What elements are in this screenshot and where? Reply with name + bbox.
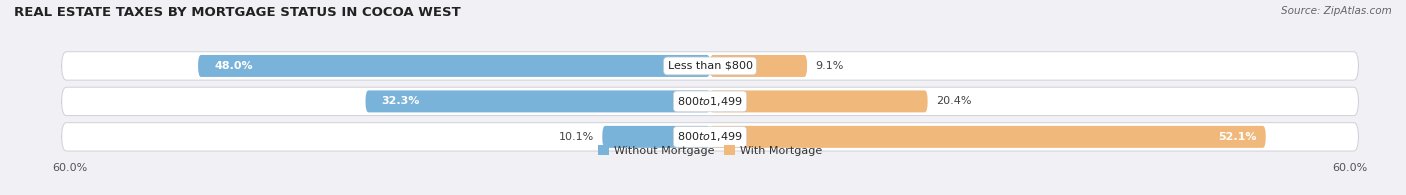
Text: Less than $800: Less than $800: [668, 61, 752, 71]
Text: Source: ZipAtlas.com: Source: ZipAtlas.com: [1281, 6, 1392, 16]
Text: 48.0%: 48.0%: [214, 61, 253, 71]
Text: 20.4%: 20.4%: [936, 96, 972, 106]
Text: $800 to $1,499: $800 to $1,499: [678, 95, 742, 108]
FancyBboxPatch shape: [62, 52, 1358, 80]
Text: REAL ESTATE TAXES BY MORTGAGE STATUS IN COCOA WEST: REAL ESTATE TAXES BY MORTGAGE STATUS IN …: [14, 6, 461, 19]
FancyBboxPatch shape: [710, 90, 928, 112]
FancyBboxPatch shape: [710, 126, 1265, 148]
Text: 32.3%: 32.3%: [381, 96, 420, 106]
FancyBboxPatch shape: [602, 126, 710, 148]
Legend: Without Mortgage, With Mortgage: Without Mortgage, With Mortgage: [593, 141, 827, 160]
Text: 10.1%: 10.1%: [558, 132, 593, 142]
Text: 9.1%: 9.1%: [815, 61, 844, 71]
FancyBboxPatch shape: [62, 123, 1358, 151]
FancyBboxPatch shape: [366, 90, 710, 112]
Text: $800 to $1,499: $800 to $1,499: [678, 130, 742, 143]
FancyBboxPatch shape: [62, 87, 1358, 116]
FancyBboxPatch shape: [198, 55, 710, 77]
Text: 52.1%: 52.1%: [1219, 132, 1257, 142]
FancyBboxPatch shape: [710, 55, 807, 77]
